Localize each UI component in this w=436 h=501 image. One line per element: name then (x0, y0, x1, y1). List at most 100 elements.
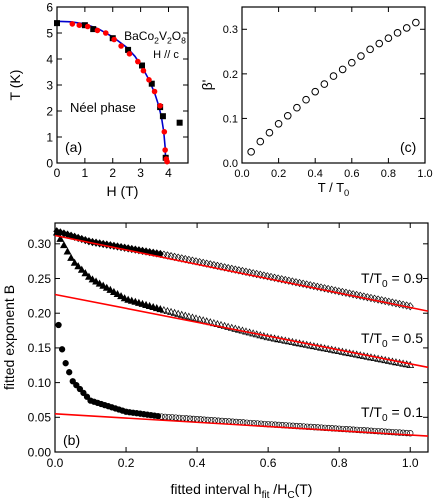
data-point-circle (161, 129, 168, 135)
compound-label-part: BaCo (124, 29, 154, 43)
panel-label-a: (a) (65, 139, 82, 155)
data-point-triangle (220, 321, 229, 329)
series-label-part: T/T (361, 404, 382, 420)
x-axis-label-part: C (287, 490, 294, 501)
data-point-circle (392, 429, 400, 436)
data-point-square (90, 26, 97, 33)
y-tick-label: 0.3 (223, 24, 238, 36)
data-point-open-circle (402, 24, 411, 32)
data-point-open-circle (393, 29, 402, 37)
data-point-triangle (170, 308, 179, 316)
series-label-part: = 0.1 (388, 404, 424, 420)
data-point-open-circle (357, 52, 365, 60)
data-point-open-circle (412, 18, 420, 27)
data-point-triangle (167, 307, 175, 315)
series-label-part: T/T (361, 270, 382, 286)
y-tick-label: 0.25 (28, 272, 52, 286)
data-point-triangle (159, 306, 168, 314)
series-label-part: 0 (382, 279, 388, 290)
y-tick-label: 0.0 (223, 158, 238, 170)
plot-frame (241, 6, 426, 164)
data-point-triangle (102, 283, 111, 291)
data-point-circle (126, 51, 133, 57)
data-point-circle (385, 428, 393, 436)
x-axis-label: T / T0 (318, 180, 349, 198)
data-point-circle (346, 426, 353, 433)
data-point-open-circle (311, 87, 320, 96)
x-tick-label: 0.8 (381, 168, 396, 180)
x-tick-label: 1.0 (417, 168, 432, 180)
series-label: T/T0 = 0.5 (361, 330, 423, 350)
data-point-circle (396, 429, 403, 436)
data-point-square (125, 46, 132, 53)
data-point-triangle (77, 265, 86, 273)
data-point-circle (343, 426, 350, 433)
x-tick-label: 0.6 (260, 456, 277, 470)
x-axis-label-part: T / T (318, 180, 344, 195)
data-point-triangle (113, 289, 122, 298)
series-label: T/T0 = 0.9 (361, 270, 423, 290)
y-tick-label: 0.2 (223, 69, 238, 81)
data-point-triangle (70, 258, 79, 266)
data-point-circle (73, 381, 80, 389)
data-point-circle (69, 378, 76, 385)
series-label-part: T/T (361, 330, 382, 346)
x-axis-label-part: fitted interval h (171, 481, 262, 497)
x-tick-label: 2 (109, 166, 116, 180)
data-point-circle (76, 385, 84, 393)
data-point-circle (84, 23, 91, 30)
y-tick-label: 0 (46, 156, 53, 170)
x-tick-label: 4 (165, 166, 172, 180)
data-point-circle (360, 427, 368, 434)
series-label-part: 0 (382, 413, 388, 424)
x-tick-label: 0.8 (331, 456, 348, 470)
x-tick-label: 0.6 (344, 168, 359, 180)
data-point-triangle (184, 312, 193, 320)
data-point-circle (102, 30, 109, 36)
data-point-triangle (63, 247, 72, 255)
data-point-square (148, 80, 155, 87)
data-point-circle (80, 389, 87, 397)
data-point-triangle (81, 269, 90, 277)
data-point-open-circle (265, 128, 274, 137)
compound-label-part: 2 (167, 36, 172, 46)
data-point-open-circle (302, 95, 310, 104)
data-point-triangle (174, 309, 183, 317)
x-axis-label-part: 0 (344, 188, 349, 198)
y-tick-label: 6 (46, 0, 53, 14)
data-point-square (81, 22, 88, 29)
y-tick-label: 0.00 (28, 445, 52, 459)
data-point-open-circle (375, 39, 384, 48)
data-point-circle (111, 36, 117, 43)
data-point-open-circle (293, 103, 301, 112)
y-axis-label: T (K) (7, 70, 23, 101)
data-point-diamond (406, 302, 414, 311)
plot-frame (54, 222, 429, 453)
x-tick-label: 0.2 (271, 168, 286, 180)
y-tick-label: 5 (46, 26, 53, 40)
data-point-triangle (224, 322, 233, 330)
data-point-circle (69, 21, 76, 27)
x-tick-label: 0.0 (47, 456, 64, 470)
data-point-circle (146, 77, 152, 83)
data-point-triangle (163, 306, 172, 315)
data-point-triangle (231, 324, 240, 332)
data-point-circle (55, 321, 62, 329)
x-axis-label: fitted interval hfit /HC(T) (171, 481, 313, 501)
fit-line (54, 234, 429, 312)
panel-label-c: (c) (400, 139, 416, 155)
data-point-circle (339, 425, 346, 433)
y-tick-label: 0.05 (28, 411, 52, 425)
field-direction-label: H // c (153, 49, 179, 61)
data-point-circle (118, 43, 124, 49)
data-point-circle (378, 428, 385, 435)
data-point-triangle (56, 234, 65, 242)
x-axis-label-part: fit (262, 490, 270, 501)
data-point-triangle (106, 285, 115, 293)
y-tick-label: 1 (46, 130, 53, 144)
data-point-circle (151, 88, 158, 95)
data-point-circle (368, 427, 375, 434)
data-point-circle (375, 428, 382, 435)
series-label: T/T0 = 0.1 (361, 404, 423, 424)
